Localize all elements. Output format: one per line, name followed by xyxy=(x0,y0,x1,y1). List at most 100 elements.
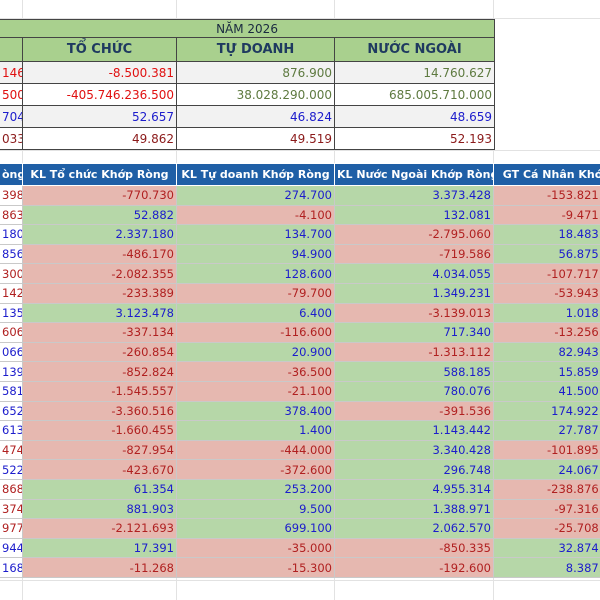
table-cell[interactable]: 253.200 xyxy=(176,478,335,500)
table-cell[interactable]: 9.500 xyxy=(176,498,335,520)
summary-cell[interactable]: -8.500.381 xyxy=(22,61,177,84)
table-cell[interactable]: 6.400 xyxy=(176,302,335,324)
summary-cell[interactable]: 49.862 xyxy=(22,127,177,150)
year-header[interactable]: NĂM 2026 xyxy=(0,19,496,38)
table-cell[interactable]: 139 xyxy=(0,361,23,382)
table-cell[interactable]: -25.708.92 xyxy=(493,518,600,539)
table-cell[interactable]: -1.660.455 xyxy=(22,420,177,441)
table-cell[interactable]: -444.000 xyxy=(176,439,335,461)
table-cell[interactable]: 1.388.971 xyxy=(334,498,494,520)
summary-cell[interactable]: 704 xyxy=(0,105,23,128)
table-cell[interactable]: -850.335 xyxy=(334,537,494,559)
table-cell[interactable]: 18.483.80 xyxy=(493,224,600,245)
table-cell[interactable]: 274.700 xyxy=(176,185,335,206)
table-cell[interactable]: 300 xyxy=(0,263,23,284)
summary-cell[interactable]: 14.760.627 xyxy=(333,61,496,84)
table-cell[interactable]: 52.882 xyxy=(22,204,177,226)
table-cell[interactable]: -192.600 xyxy=(334,557,494,578)
summary-cell[interactable]: 033 xyxy=(0,127,23,150)
summary-cell[interactable]: -405.746.236.500 xyxy=(22,83,177,106)
table-cell[interactable]: -15.300 xyxy=(176,557,335,578)
table-cell[interactable]: 32.874.20 xyxy=(493,537,600,559)
column-header[interactable]: KL Nước Ngoài Khớp Ròng xyxy=(334,163,494,186)
summary-header[interactable]: NƯỚC NGOÀI xyxy=(333,37,496,62)
table-cell[interactable]: 780.076 xyxy=(334,380,494,402)
table-cell[interactable]: -2.121.693 xyxy=(22,518,177,539)
table-cell[interactable]: 944 xyxy=(0,537,23,559)
table-cell[interactable]: 4.955.314 xyxy=(334,478,494,500)
table-cell[interactable]: -107.717.29 xyxy=(493,263,600,284)
table-cell[interactable]: -770.730 xyxy=(22,185,177,206)
table-cell[interactable]: 61.354 xyxy=(22,478,177,500)
summary-cell[interactable]: 52.193 xyxy=(333,127,496,150)
table-cell[interactable]: -36.500 xyxy=(176,361,335,382)
summary-cell[interactable]: 48.659 xyxy=(333,105,496,128)
table-cell[interactable]: 296.748 xyxy=(334,459,494,480)
summary-header[interactable] xyxy=(0,37,23,62)
table-cell[interactable]: 27.787.88 xyxy=(493,420,600,441)
table-cell[interactable]: 94.900 xyxy=(176,243,335,265)
table-cell[interactable]: -1.313.112 xyxy=(334,341,494,363)
table-cell[interactable]: -233.389 xyxy=(22,282,177,304)
table-cell[interactable]: 1.400 xyxy=(176,420,335,441)
table-cell[interactable]: 1.143.442 xyxy=(334,420,494,441)
table-cell[interactable]: 2.062.570 xyxy=(334,518,494,539)
table-cell[interactable]: 82.943.07 xyxy=(493,341,600,363)
table-cell[interactable]: 168 xyxy=(0,557,23,578)
table-cell[interactable]: 1.018.60 xyxy=(493,302,600,324)
table-cell[interactable]: 717.340 xyxy=(334,322,494,343)
table-cell[interactable]: 180 xyxy=(0,224,23,245)
table-cell[interactable]: 3.340.428 xyxy=(334,439,494,461)
summary-header[interactable]: TỔ CHỨC xyxy=(22,37,177,62)
summary-header[interactable]: TỰ DOANH xyxy=(176,37,335,62)
summary-cell[interactable]: 52.657 xyxy=(22,105,177,128)
summary-cell[interactable]: 38.028.290.000 xyxy=(176,83,335,106)
table-cell[interactable]: -9.471.43 xyxy=(493,204,600,226)
table-cell[interactable]: 142 xyxy=(0,282,23,304)
table-cell[interactable]: 2.337.180 xyxy=(22,224,177,245)
table-cell[interactable]: -372.600 xyxy=(176,459,335,480)
table-cell[interactable]: -53.943.66 xyxy=(493,282,600,304)
table-cell[interactable]: 24.067.35 xyxy=(493,459,600,480)
table-cell[interactable]: -260.854 xyxy=(22,341,177,363)
table-cell[interactable]: 4.034.055 xyxy=(334,263,494,284)
table-cell[interactable]: 17.391 xyxy=(22,537,177,559)
table-cell[interactable]: -101.895.54 xyxy=(493,439,600,461)
table-cell[interactable]: -116.600 xyxy=(176,322,335,343)
table-cell[interactable]: -35.000 xyxy=(176,537,335,559)
table-cell[interactable]: -97.316.09 xyxy=(493,498,600,520)
table-cell[interactable]: -423.670 xyxy=(22,459,177,480)
table-cell[interactable]: -3.360.516 xyxy=(22,400,177,422)
table-cell[interactable]: -3.139.013 xyxy=(334,302,494,324)
summary-cell[interactable]: 49.519 xyxy=(176,127,335,150)
table-cell[interactable]: -486.170 xyxy=(22,243,177,265)
table-cell[interactable]: 374 xyxy=(0,498,23,520)
table-cell[interactable]: -2.795.060 xyxy=(334,224,494,245)
table-cell[interactable]: 863 xyxy=(0,204,23,226)
table-cell[interactable]: 132.081 xyxy=(334,204,494,226)
table-cell[interactable]: -719.586 xyxy=(334,243,494,265)
table-cell[interactable]: 1.349.231 xyxy=(334,282,494,304)
table-cell[interactable]: 8.387.72 xyxy=(493,557,600,578)
table-cell[interactable]: -13.256.32 xyxy=(493,322,600,343)
table-cell[interactable]: -153.821.48 xyxy=(493,185,600,206)
table-cell[interactable]: -21.100 xyxy=(176,380,335,402)
summary-cell[interactable]: 876.900 xyxy=(176,61,335,84)
table-cell[interactable]: 41.500.50 xyxy=(493,380,600,402)
table-cell[interactable]: 378.400 xyxy=(176,400,335,422)
table-cell[interactable]: 699.100 xyxy=(176,518,335,539)
table-cell[interactable]: 174.922.12 xyxy=(493,400,600,422)
column-header[interactable]: KL Tổ chức Khớp Ròng xyxy=(22,163,177,186)
table-cell[interactable]: 652 xyxy=(0,400,23,422)
table-cell[interactable]: 474 xyxy=(0,439,23,461)
table-cell[interactable]: 20.900 xyxy=(176,341,335,363)
table-cell[interactable]: -1.545.557 xyxy=(22,380,177,402)
summary-cell[interactable]: 46.824 xyxy=(176,105,335,128)
table-cell[interactable]: -391.536 xyxy=(334,400,494,422)
table-cell[interactable]: -238.876.71 xyxy=(493,478,600,500)
summary-cell[interactable]: 500 xyxy=(0,83,23,106)
table-cell[interactable]: 977 xyxy=(0,518,23,539)
table-cell[interactable]: 881.903 xyxy=(22,498,177,520)
table-cell[interactable]: 588.185 xyxy=(334,361,494,382)
table-cell[interactable]: 581 xyxy=(0,380,23,402)
